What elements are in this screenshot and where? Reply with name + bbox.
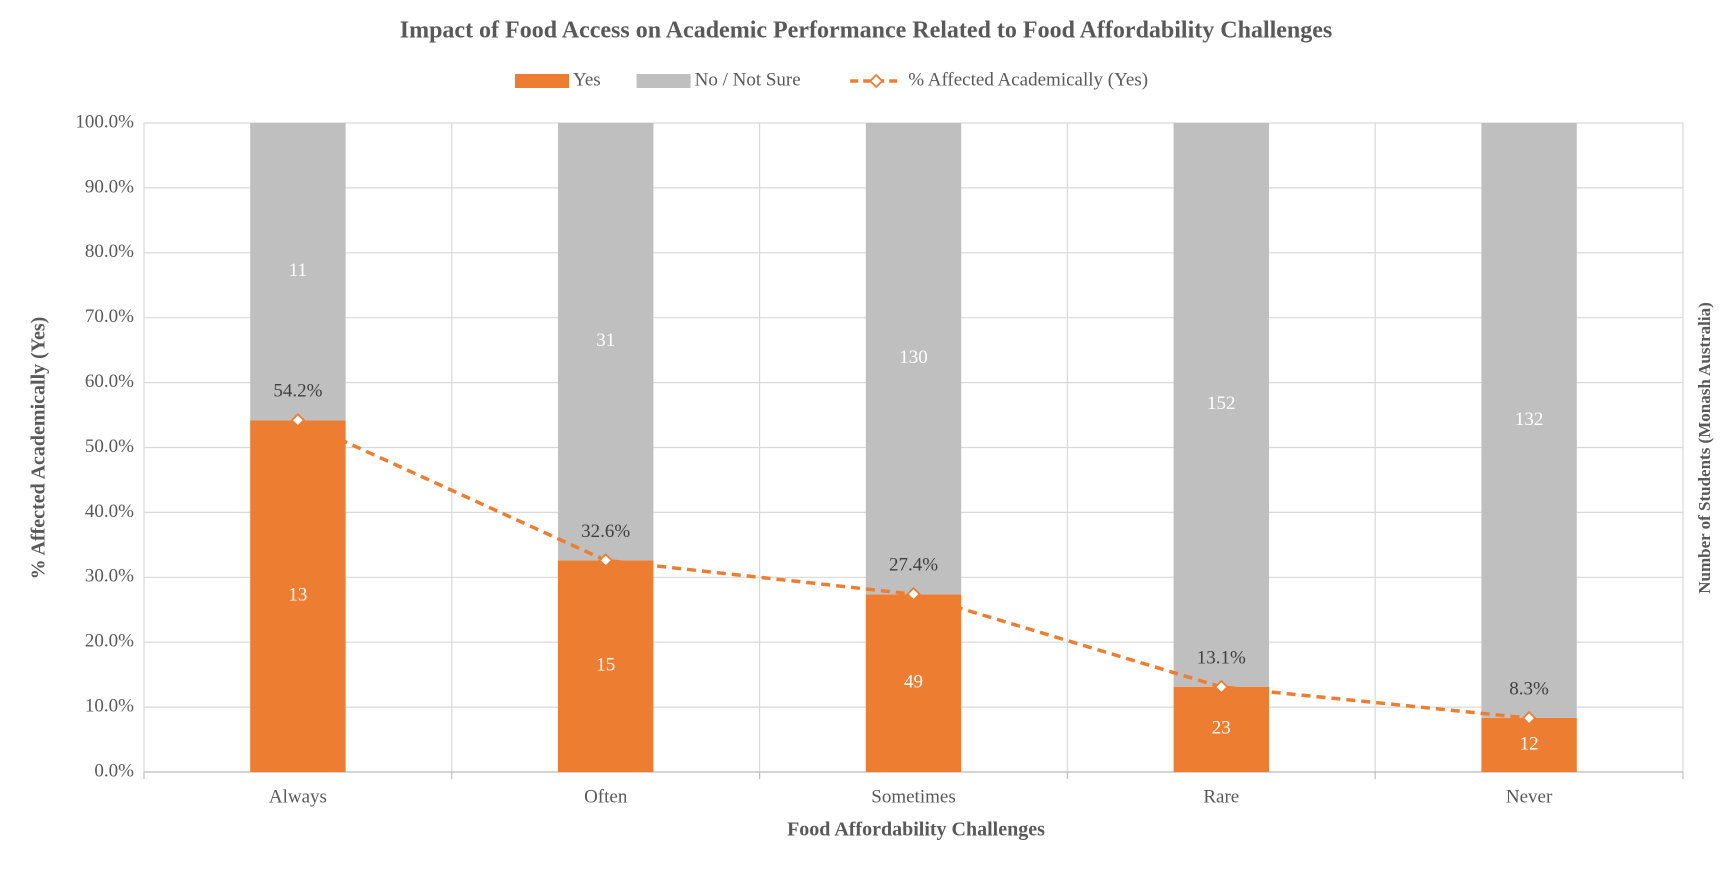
bar-value-label: 13: [288, 585, 307, 606]
line-value-label: 27.4%: [889, 555, 938, 576]
y-tick-label: 50.0%: [85, 436, 134, 457]
bar-segment: [1481, 717, 1577, 772]
bar-segment: [1173, 686, 1270, 772]
bar-value-label: 49: [904, 672, 923, 693]
y-tick-label: 20.0%: [85, 631, 134, 652]
legend-swatch: [515, 74, 569, 88]
x-axis-title: Food Affordability Challenges: [787, 819, 1045, 841]
bar-segment: [557, 560, 654, 772]
y-tick-label: 100.0%: [75, 111, 134, 132]
line-marker: [906, 586, 921, 602]
legend-label: % Affected Academically (Yes): [908, 69, 1148, 90]
y-tick-label: 30.0%: [85, 566, 134, 587]
y-tick-label: 40.0%: [85, 501, 134, 522]
y-tick-label: 0.0%: [94, 760, 134, 781]
bar-segment: [557, 123, 654, 561]
bar-value-label: 132: [1515, 409, 1544, 430]
legend-marker: [868, 73, 884, 89]
line-marker: [1521, 710, 1537, 726]
legend-swatch: [636, 74, 691, 88]
line-value-label: 54.2%: [273, 381, 322, 402]
chart-title: Impact of Food Access on Academic Perfor…: [400, 18, 1333, 44]
bar-segment: [1173, 123, 1270, 687]
legend-label: Yes: [573, 69, 601, 90]
bar-value-label: 11: [289, 260, 307, 281]
x-tick-label: Sometimes: [871, 786, 955, 807]
y2-axis-title: Number of Students (Monash Australia): [1695, 302, 1714, 594]
x-tick-label: Rare: [1203, 786, 1239, 807]
line-marker: [290, 412, 306, 428]
x-tick-label: Often: [584, 786, 628, 807]
bar-value-label: 12: [1520, 733, 1539, 754]
y-tick-label: 10.0%: [85, 695, 134, 716]
bar-segment: [1481, 123, 1577, 718]
line-value-label: 13.1%: [1197, 647, 1246, 668]
x-tick-label: Always: [269, 786, 327, 807]
bar-segment: [250, 420, 346, 772]
line-marker: [1214, 679, 1229, 695]
y-tick-label: 60.0%: [85, 371, 134, 392]
bar-value-label: 23: [1212, 718, 1231, 739]
bar-segment: [865, 594, 962, 772]
legend-label: No / Not Sure: [695, 69, 801, 90]
y-axis-title: % Affected Academically (Yes): [28, 317, 50, 580]
bar-value-label: 31: [596, 330, 615, 351]
bar-segment: [865, 123, 962, 595]
line-value-label: 32.6%: [581, 521, 630, 542]
bar-segment: [250, 123, 346, 421]
y-tick-label: 80.0%: [85, 241, 134, 262]
line-value-label: 8.3%: [1509, 678, 1549, 699]
line-marker: [598, 553, 613, 568]
bar-value-label: 152: [1207, 393, 1236, 414]
bar-value-label: 130: [899, 347, 928, 368]
bar-value-label: 15: [596, 655, 615, 676]
y-tick-label: 90.0%: [85, 176, 134, 197]
y-tick-label: 70.0%: [85, 306, 134, 327]
x-tick-label: Never: [1506, 786, 1553, 807]
